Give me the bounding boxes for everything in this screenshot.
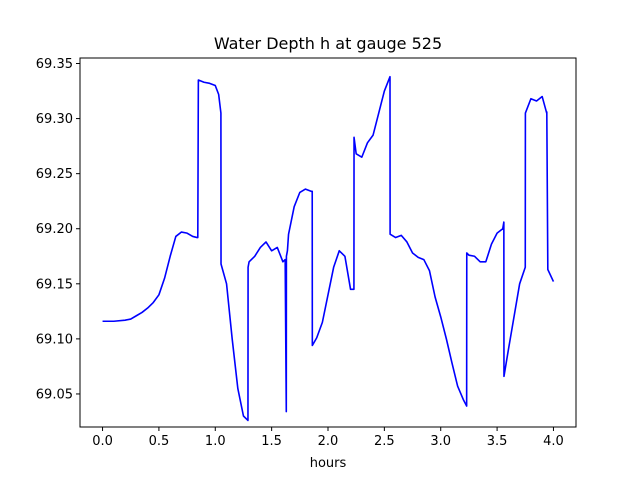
y-tick-label: 69.05 — [36, 387, 73, 402]
x-tick-label: 1.5 — [261, 434, 282, 449]
plot-area — [102, 75, 555, 422]
x-axis: 0.0 0.5 1.0 1.5 2.0 2.5 3.0 3.5 4.0 — [92, 427, 564, 449]
x-tick-label: 1.0 — [205, 434, 226, 449]
y-tick-label: 69.35 — [36, 57, 73, 72]
x-tick-label: 4.0 — [543, 434, 564, 449]
y-tick-label: 69.30 — [36, 112, 73, 127]
x-tick-label: 3.5 — [487, 434, 508, 449]
y-tick-label: 69.25 — [36, 167, 73, 182]
x-tick-label: 0.0 — [92, 434, 113, 449]
chart-title: Water Depth h at gauge 525 — [214, 34, 442, 53]
x-tick-label: 3.0 — [430, 434, 451, 449]
x-tick-label: 2.5 — [374, 434, 395, 449]
y-tick-label: 69.20 — [36, 222, 73, 237]
x-axis-label: hours — [310, 456, 347, 471]
x-tick-label: 2.0 — [318, 434, 339, 449]
y-axis: 69.05 69.10 69.15 69.20 69.25 69.30 69.35 — [36, 57, 80, 402]
plot-frame — [79, 57, 577, 428]
series-line-0 — [102, 75, 555, 422]
y-tick-label: 69.10 — [36, 332, 73, 347]
y-tick-label: 69.15 — [36, 277, 73, 292]
x-tick-label: 0.5 — [149, 434, 170, 449]
